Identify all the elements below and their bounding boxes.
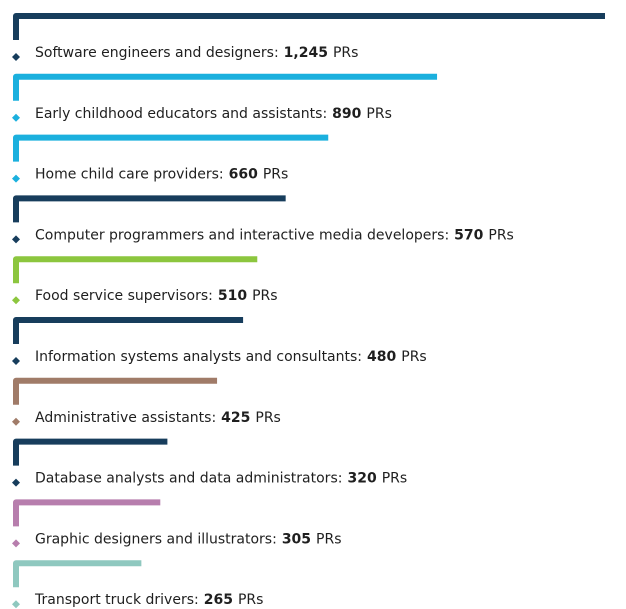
bar-label: Administrative assistants: 425 PRs xyxy=(35,410,281,426)
bar-label: Early childhood educators and assistants… xyxy=(35,106,392,122)
unit-label: PRs xyxy=(263,167,288,183)
separator: : xyxy=(194,592,199,608)
category-label: Software engineers and designers xyxy=(35,45,274,61)
bar-label: Computer programmers and interactive med… xyxy=(35,227,514,243)
bar xyxy=(13,377,218,405)
separator: : xyxy=(274,45,279,61)
value-label: 425 xyxy=(221,410,250,426)
bullet xyxy=(12,296,20,305)
value-label: 1,245 xyxy=(284,45,328,61)
bullet xyxy=(12,539,20,548)
separator: : xyxy=(322,106,327,122)
separator: : xyxy=(208,288,213,304)
value-label: 890 xyxy=(332,106,361,122)
separator: : xyxy=(272,531,277,547)
unit-label: PRs xyxy=(488,227,513,243)
category-label: Transport truck drivers xyxy=(34,592,194,608)
bullet xyxy=(12,53,20,61)
bar xyxy=(13,195,286,223)
bar-label: Information systems analysts and consult… xyxy=(35,349,427,365)
value-label: 570 xyxy=(454,227,483,243)
bar xyxy=(13,499,161,527)
bullet xyxy=(12,113,20,122)
bar xyxy=(13,13,605,40)
category-label: Home child care providers xyxy=(35,167,219,183)
unit-label: PRs xyxy=(252,288,277,304)
category-label: Food service supervisors xyxy=(35,288,208,304)
unit-label: PRs xyxy=(238,592,263,608)
value-label: 660 xyxy=(229,167,258,183)
value-label: 480 xyxy=(367,349,396,365)
value-label: 265 xyxy=(204,592,233,608)
unit-label: PRs xyxy=(255,410,280,426)
category-label: Early childhood educators and assistants xyxy=(35,106,322,122)
bar xyxy=(13,317,244,344)
bullet xyxy=(12,478,20,487)
unit-label: PRs xyxy=(333,45,358,61)
bullet xyxy=(12,174,20,183)
bar xyxy=(13,134,329,162)
value-label: 320 xyxy=(347,471,376,487)
bar-label: Transport truck drivers: 265 PRs xyxy=(34,592,263,608)
category-label: Information systems analysts and consult… xyxy=(35,349,357,365)
bar-label: Software engineers and designers: 1,245 PR… xyxy=(35,45,358,61)
bullet xyxy=(12,357,20,365)
bar xyxy=(13,438,168,466)
unit-label: PRs xyxy=(316,531,341,547)
bar xyxy=(13,73,438,101)
unit-label: PRs xyxy=(382,471,407,487)
bar-label: Graphic designers and illustrators: 305 PR… xyxy=(35,531,342,547)
value-label: 305 xyxy=(282,531,311,547)
value-label: 510 xyxy=(218,288,247,304)
bullet xyxy=(12,417,20,426)
separator: : xyxy=(444,227,449,243)
separator: : xyxy=(338,471,343,487)
unit-label: PRs xyxy=(366,106,391,122)
bullet xyxy=(12,600,20,609)
bar xyxy=(13,256,258,284)
separator: : xyxy=(211,410,216,426)
category-label: Database analysts and data administrator… xyxy=(35,471,338,487)
category-label: Administrative assistants xyxy=(35,410,211,426)
unit-label: PRs xyxy=(401,349,426,365)
separator: : xyxy=(219,167,224,183)
bar xyxy=(13,560,142,588)
bar-label: Home child care providers: 660 PRs xyxy=(35,167,288,183)
bar-label: Database analysts and data administrator… xyxy=(35,471,407,487)
bullet xyxy=(12,235,20,244)
bar-label: Food service supervisors: 510 PRs xyxy=(35,288,278,304)
separator: : xyxy=(357,349,362,365)
category-label: Graphic designers and illustrators xyxy=(35,531,272,547)
category-label: Computer programmers and interactive med… xyxy=(35,227,444,243)
